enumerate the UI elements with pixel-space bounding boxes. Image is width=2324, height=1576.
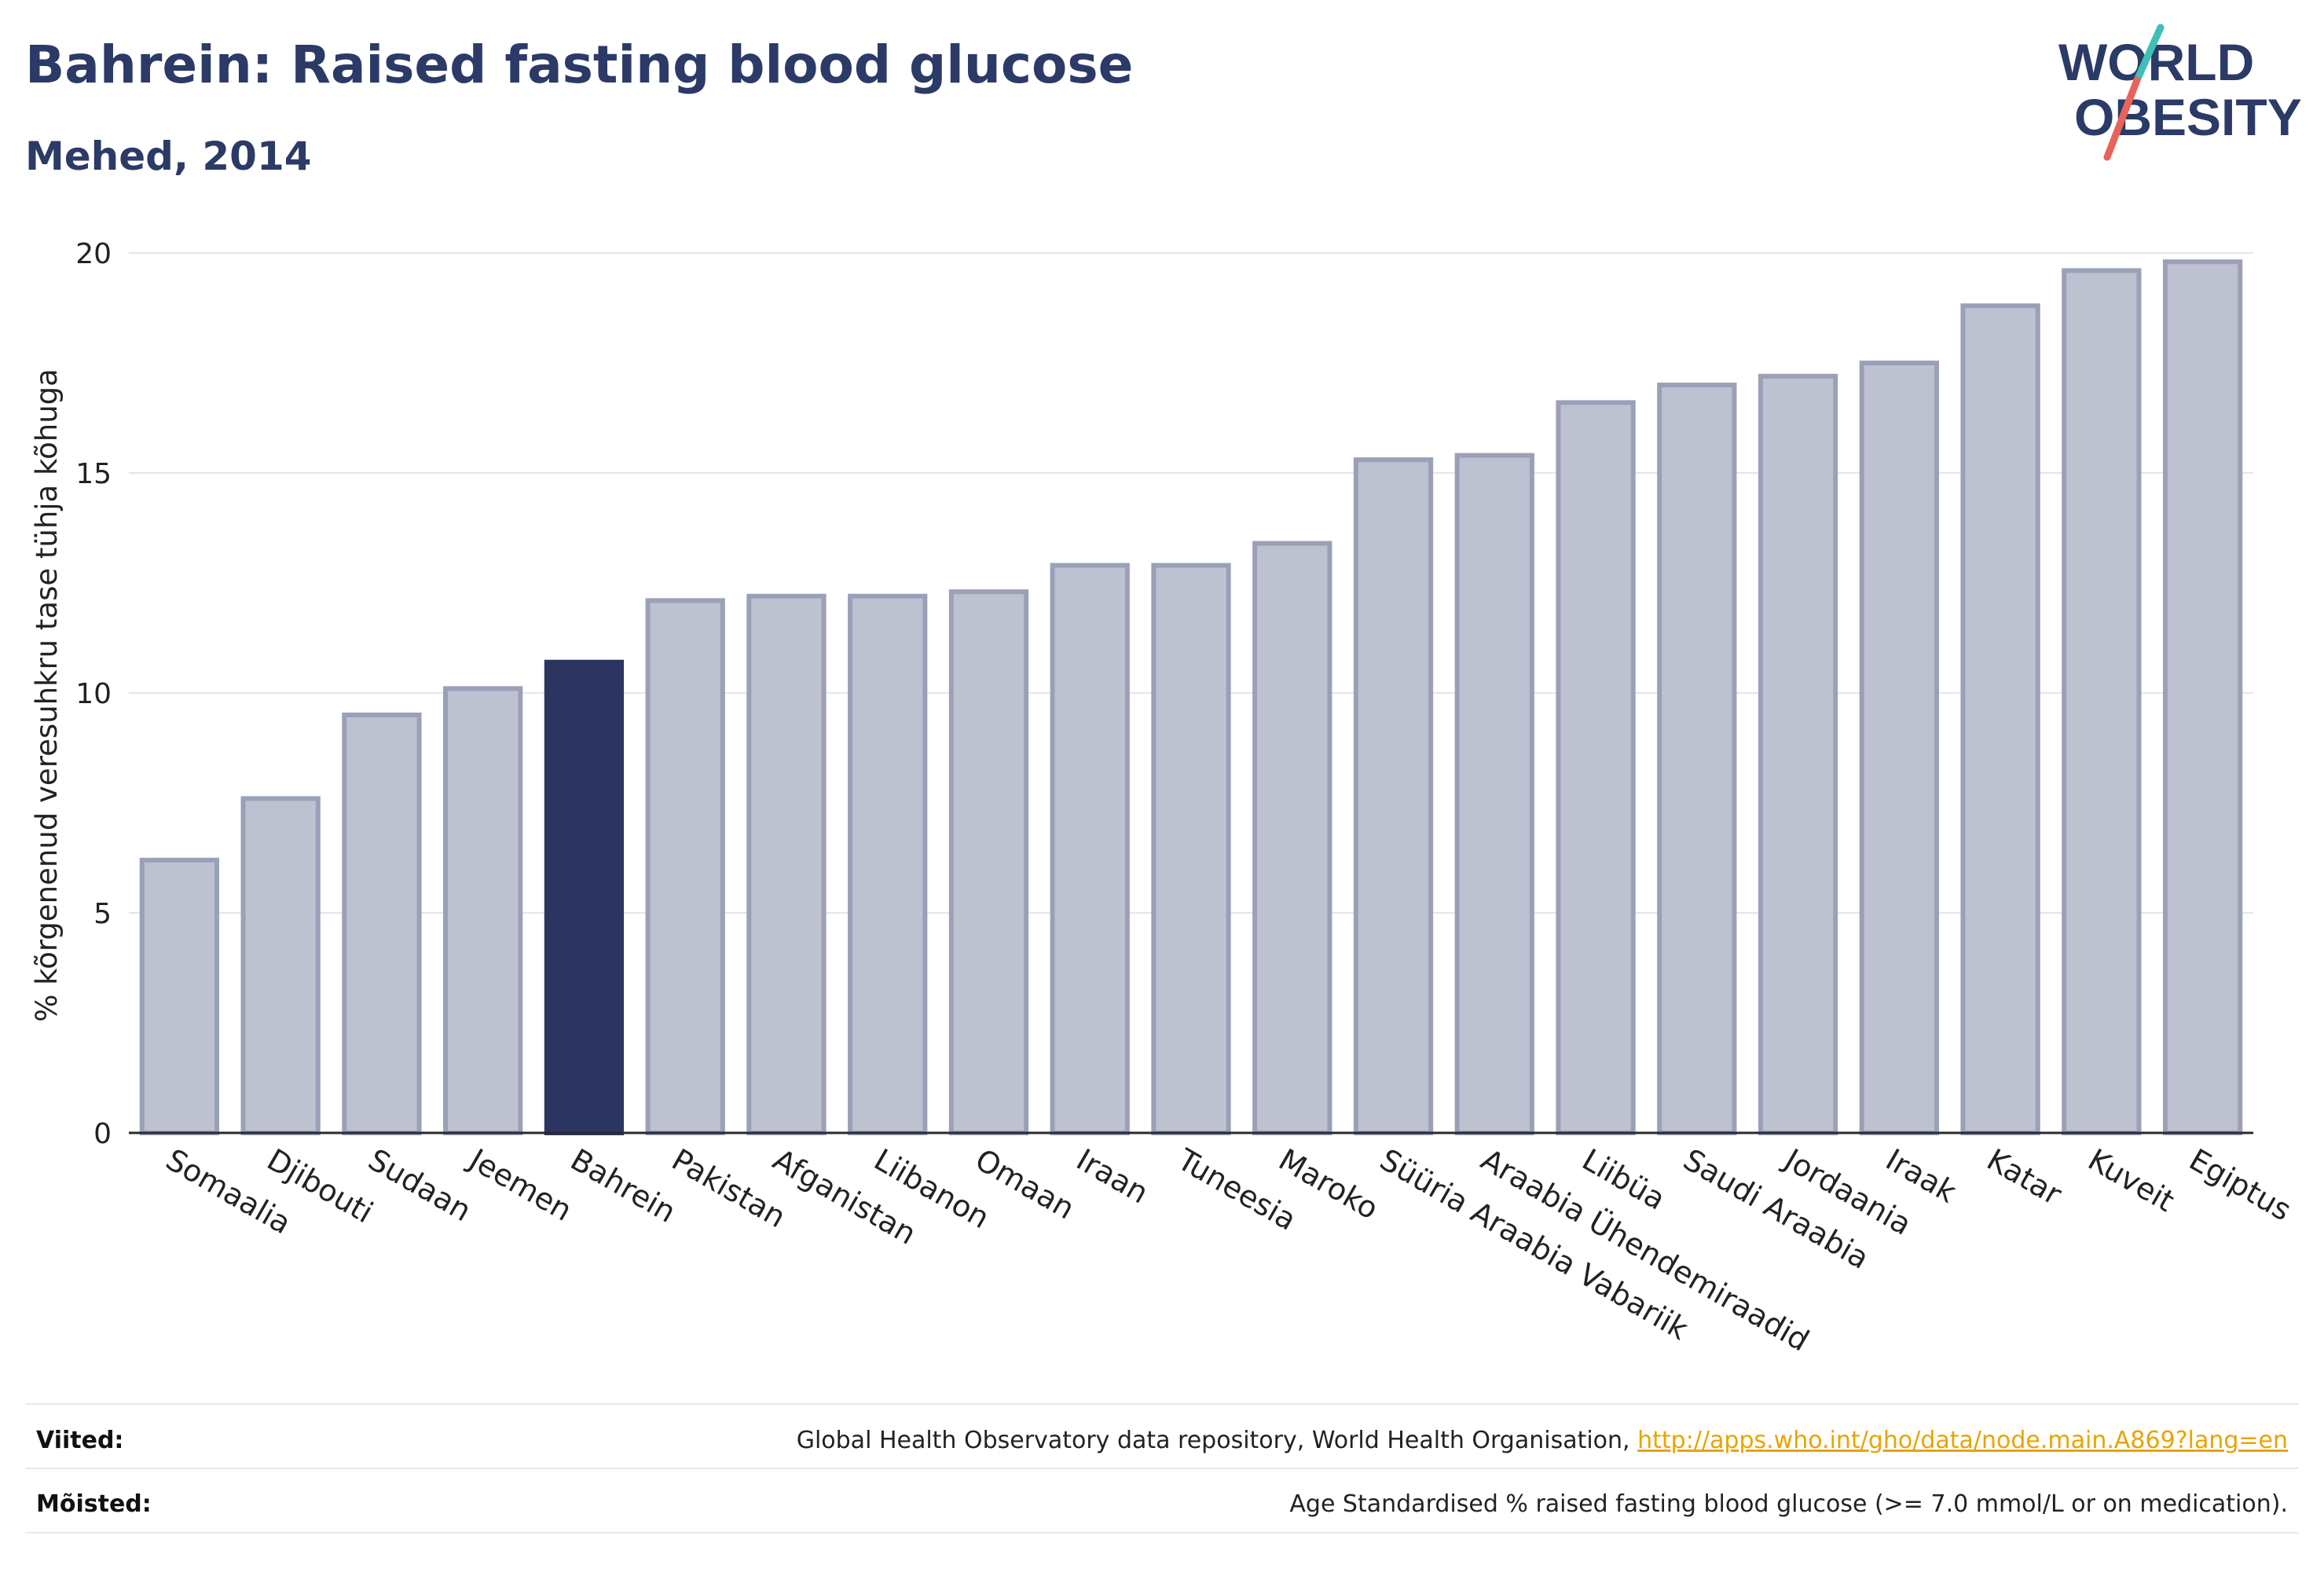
bar-egiptus <box>2162 259 2243 1136</box>
bar-omaan <box>948 589 1029 1135</box>
footer-divider-top <box>25 1403 2299 1405</box>
bar-pakistan <box>645 598 725 1135</box>
x-tick-label: Kuveit <box>2082 1142 2180 1219</box>
bar-chart: SomaaliaDjiboutiSudaanJeemenBahreinPakis… <box>30 238 2297 1358</box>
bar-saudi-araabia <box>1657 383 1737 1135</box>
bar-katar <box>1960 303 2040 1136</box>
logo-slash-top <box>2133 24 2165 84</box>
bar-bahrein <box>544 659 625 1135</box>
bar-iraak <box>1859 361 1939 1135</box>
bar-sudaan <box>342 713 422 1135</box>
bar-maroko <box>1252 541 1332 1135</box>
y-tick-label: 10 <box>75 678 112 710</box>
chart-title: Bahrein: Raised fasting blood glucose <box>25 35 1134 95</box>
x-axis: SomaaliaDjiboutiSudaanJeemenBahreinPakis… <box>129 1131 2297 1358</box>
definitions-value: Age Standardised % raised fasting blood … <box>1289 1490 2288 1518</box>
bar-araabia-ühendemiraadid <box>1454 453 1534 1135</box>
bar-liibanon <box>848 593 928 1135</box>
world-obesity-logo: WORLD OBESITY <box>2058 24 2302 161</box>
footer-divider-middle <box>25 1468 2299 1469</box>
x-tick-label: Egiptus <box>2183 1142 2297 1228</box>
x-tick-label: Iraan <box>1071 1142 1154 1211</box>
y-axis-label: % kõrgenenud veresuhkru tase tühja kõhug… <box>30 368 64 1022</box>
y-tick-label: 0 <box>93 1118 112 1150</box>
bar-tuneesia <box>1151 563 1231 1135</box>
bar-liibüa <box>1556 400 1636 1135</box>
y-tick-label: 5 <box>93 898 112 930</box>
sources-text: Global Health Observatory data repositor… <box>796 1427 1630 1454</box>
x-tick-label: Jeemen <box>462 1142 577 1228</box>
y-tick-label: 20 <box>75 238 112 270</box>
sources-link[interactable]: http://apps.who.int/gho/data/node.main.A… <box>1637 1427 2288 1454</box>
sources-label: Viited: <box>36 1427 124 1454</box>
x-tick-label: Bahrein <box>565 1142 682 1230</box>
bar-afganistan <box>746 593 827 1135</box>
y-tick-label: 15 <box>75 458 112 490</box>
bars <box>139 259 2243 1136</box>
footer-divider-bottom <box>25 1532 2299 1534</box>
bar-kuveit <box>2062 268 2142 1135</box>
bar-somaalia <box>139 857 220 1136</box>
bar-djibouti <box>240 796 321 1136</box>
bar-jordaania <box>1758 373 1838 1135</box>
x-tick-label: Pakistan <box>666 1142 792 1235</box>
x-tick-label: Katar <box>1981 1142 2068 1212</box>
bar-jeemen <box>443 686 523 1135</box>
x-tick-label: Sudaan <box>362 1142 477 1229</box>
sources-value: Global Health Observatory data repositor… <box>797 1427 2288 1454</box>
bar-süüria-araabia-vabariik <box>1353 457 1434 1135</box>
y-axis: 0 5 10 15 20 <box>75 238 112 1150</box>
definitions-label: Mõisted: <box>36 1490 152 1518</box>
logo-slash-bottom <box>2103 76 2141 161</box>
chart-subtitle: Mehed, 2014 <box>25 134 312 179</box>
bar-iraan <box>1050 563 1130 1135</box>
